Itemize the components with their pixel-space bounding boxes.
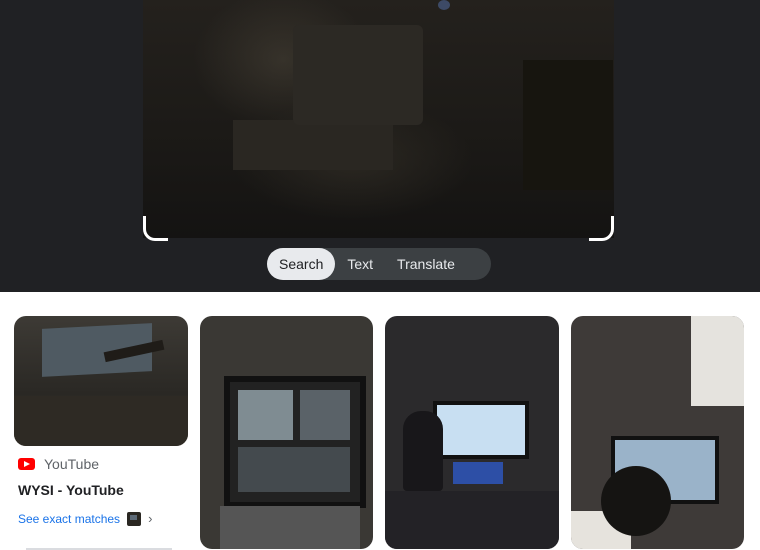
exact-matches-label: See exact matches bbox=[18, 511, 121, 526]
match-thumbnail-icon bbox=[127, 511, 142, 526]
result-thumbnail[interactable] bbox=[14, 316, 188, 446]
result-title[interactable]: WYSI - YouTube bbox=[18, 482, 124, 498]
visual-matches: YouTube WYSI - YouTube See exact matches… bbox=[14, 316, 760, 550]
result-thumbnail[interactable] bbox=[200, 316, 373, 549]
source-name: YouTube bbox=[44, 456, 100, 472]
see-exact-matches-link[interactable]: See exact matches › bbox=[18, 511, 188, 526]
youtube-icon bbox=[18, 458, 35, 470]
result-meta: YouTube WYSI - YouTube See exact matches… bbox=[18, 456, 188, 526]
crop-handle-bottom-right[interactable] bbox=[589, 216, 614, 241]
crop-handle-bottom-left[interactable] bbox=[143, 216, 168, 241]
mode-switch: Search Text Translate bbox=[267, 248, 491, 280]
result-thumbnail[interactable] bbox=[571, 316, 744, 549]
image-viewer: Search Text Translate bbox=[0, 0, 760, 292]
tab-text[interactable]: Text bbox=[347, 256, 374, 272]
query-image bbox=[143, 0, 614, 238]
tab-translate[interactable]: Translate bbox=[397, 256, 455, 272]
result-source[interactable]: YouTube bbox=[18, 456, 188, 472]
chevron-right-icon: › bbox=[148, 511, 153, 526]
tab-search[interactable]: Search bbox=[267, 248, 336, 280]
result-thumbnail[interactable] bbox=[385, 316, 559, 549]
